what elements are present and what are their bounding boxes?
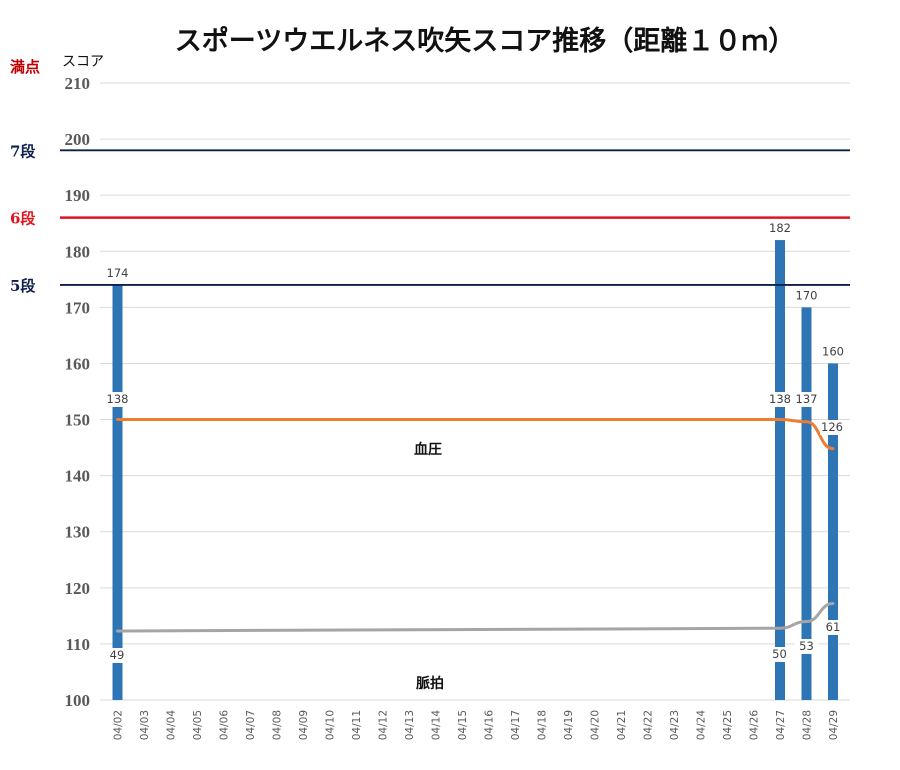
x-tick-label: 04/14	[431, 710, 443, 741]
data-label-bg	[105, 648, 129, 663]
x-tick-label: 04/15	[457, 710, 469, 740]
y-axis-label: スコア	[62, 54, 104, 70]
x-tick-label: 04/18	[537, 710, 549, 740]
x-tick-label: 04/29	[828, 710, 840, 740]
x-tick-label: 04/08	[272, 710, 284, 740]
y-tick-label: 130	[65, 523, 91, 542]
gridlines	[100, 82, 850, 701]
x-tick-label: 04/11	[351, 710, 363, 740]
x-tick-label: 04/21	[616, 710, 628, 740]
x-tick-label: 04/03	[139, 710, 151, 740]
y-tick-label: 170	[65, 298, 91, 317]
blood-pressure-value-label: 137	[796, 392, 818, 406]
x-tick-label: 04/12	[378, 710, 390, 740]
pulse-value-label: 61	[826, 620, 841, 634]
x-tick-label: 04/04	[166, 710, 178, 741]
score-bars	[112, 240, 838, 700]
y-tick-label: 180	[65, 242, 91, 261]
score-bar	[775, 240, 785, 700]
chart-title: スポーツウエルネス吹矢スコア推移（距離１０ｍ）	[175, 25, 795, 57]
rank-reference-lines: 満点 7段 6段 5段	[10, 58, 850, 295]
y-tick-label: 110	[65, 635, 90, 654]
pulse-value-label: 53	[799, 639, 814, 653]
x-tick-label: 04/07	[245, 710, 257, 740]
rank-label: 満点	[10, 58, 40, 76]
x-tick-label: 04/23	[669, 710, 681, 740]
y-tick-label: 190	[65, 186, 91, 205]
x-tick-label: 04/19	[563, 710, 575, 740]
x-tick-label: 04/17	[510, 710, 522, 740]
pulse-value-label: 49	[110, 648, 125, 662]
rank-label: 5段	[10, 277, 35, 295]
x-axis-ticks: 04/02 04/03 04/04 04/05 04/06 04/07 04/08 04/09…	[113, 710, 841, 741]
data-label-bg	[821, 620, 845, 635]
vital-lines	[116, 418, 835, 633]
bar-value-label: 170	[796, 288, 818, 302]
y-tick-label: 100	[65, 691, 91, 710]
data-label-bg	[768, 392, 792, 407]
y-tick-label: 160	[65, 354, 91, 373]
y-tick-label: 120	[65, 579, 91, 598]
x-tick-label: 04/27	[775, 710, 787, 740]
data-label-bg	[794, 392, 819, 407]
x-tick-label: 04/20	[590, 710, 602, 740]
bar-value-label: 160	[822, 344, 844, 358]
x-tick-label: 04/25	[722, 710, 734, 740]
series-label-pulse: 脈拍	[416, 675, 444, 692]
y-tick-label: 150	[65, 411, 91, 430]
blood-pressure-value-label: 138	[107, 392, 129, 406]
x-tick-label: 04/16	[484, 710, 496, 741]
data-label-bg	[820, 420, 844, 435]
score-bar	[801, 307, 812, 700]
x-tick-label: 04/28	[802, 710, 814, 740]
x-tick-label: 04/05	[192, 710, 204, 740]
blood-pressure-value-label: 138	[769, 392, 791, 406]
data-label-bg	[767, 647, 792, 662]
x-tick-label: 04/24	[696, 710, 708, 741]
x-tick-label: 04/09	[298, 710, 310, 740]
x-tick-label: 04/02	[113, 710, 125, 740]
x-tick-label: 04/13	[404, 710, 416, 740]
y-tick-label: 210	[65, 74, 91, 93]
bar-value-label: 174	[107, 266, 129, 280]
data-label-bg	[105, 392, 130, 407]
blood-pressure-value-label: 126	[821, 420, 843, 434]
rank-label: 7段	[10, 142, 35, 160]
x-tick-label: 04/06	[219, 710, 231, 741]
x-tick-label: 04/26	[749, 710, 761, 741]
y-axis-ticks: 100 110 120 130 140 150 160 170 180 190 200 210	[65, 74, 91, 710]
pulse-line	[116, 602, 835, 633]
score-bar	[828, 363, 838, 700]
rank-label: 6段	[10, 210, 35, 228]
x-tick-label: 04/22	[643, 710, 655, 740]
y-tick-label: 140	[65, 467, 91, 486]
data-label-bg	[794, 639, 819, 654]
x-tick-label: 04/10	[325, 710, 337, 740]
bar-value-label: 182	[769, 221, 791, 235]
score-bar	[112, 284, 123, 700]
pulse-value-label: 50	[772, 647, 787, 661]
series-label-blood-pressure: 血圧	[414, 441, 442, 458]
blood-pressure-line	[116, 418, 835, 451]
y-tick-label: 200	[65, 130, 91, 149]
